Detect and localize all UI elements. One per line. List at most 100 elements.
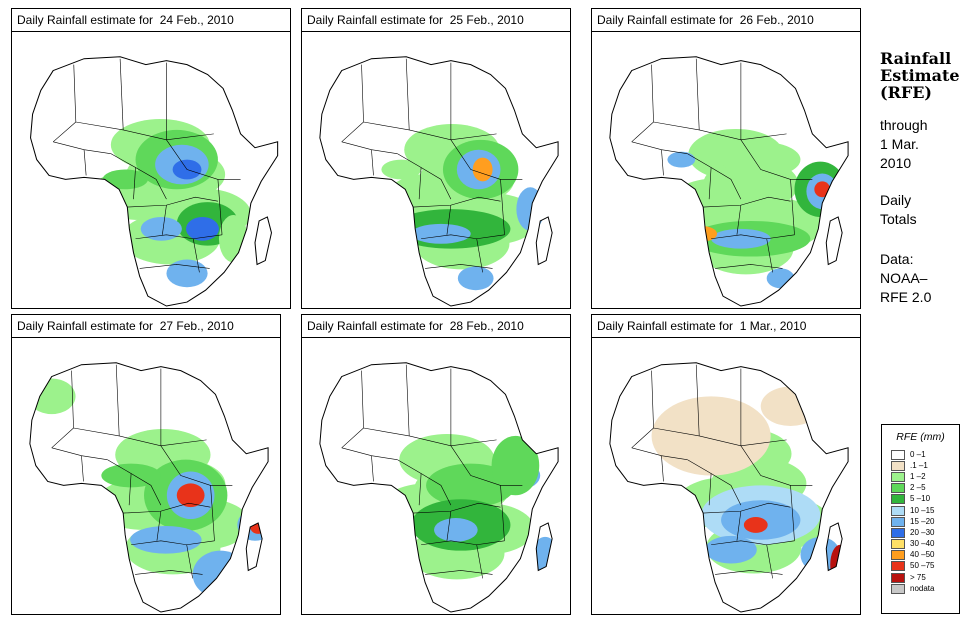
country-border	[405, 58, 410, 130]
country-border	[736, 205, 742, 235]
country-border	[128, 473, 132, 506]
rainfall-field	[379, 433, 559, 593]
country-border	[75, 121, 214, 141]
country-border	[631, 64, 654, 143]
country-border	[371, 455, 374, 482]
aggregation-note: Daily Totals	[880, 191, 917, 229]
rain-area	[176, 483, 205, 508]
rain-area	[457, 266, 494, 291]
country-border	[341, 64, 364, 143]
rainfall-map-24-feb	[12, 31, 290, 308]
madagascar-outline	[254, 216, 272, 266]
title-line: Estimate	[880, 66, 960, 85]
rainfall-map-1-mar	[592, 337, 860, 614]
madagascar-outline	[245, 522, 263, 572]
date-line: 1 Mar.	[880, 136, 919, 152]
country-border	[160, 445, 233, 486]
legend-swatch	[891, 550, 905, 561]
country-border	[450, 445, 523, 486]
legend-item: 40 –50	[882, 550, 959, 561]
country-border	[631, 370, 654, 449]
rain-area	[529, 536, 559, 593]
country-border	[413, 196, 501, 208]
figure-title: Rainfall Estimate (RFE)	[880, 50, 964, 101]
legend-swatch	[891, 539, 905, 550]
country-border	[156, 511, 162, 541]
country-border	[131, 540, 215, 546]
rainfall-map-27-feb	[12, 337, 280, 614]
country-border	[421, 234, 505, 240]
legend-swatch	[891, 505, 905, 516]
africa-map	[319, 362, 559, 613]
legend-item: 15 –20	[882, 516, 959, 527]
legend-item: 2 –5	[882, 483, 959, 494]
rain-area	[186, 216, 219, 241]
country-border	[405, 364, 410, 436]
legend-label: 30 –40	[910, 539, 935, 549]
legend-item: 1 –2	[882, 471, 959, 482]
madagascar-outline	[825, 522, 843, 572]
legend-label: 10 –15	[910, 505, 935, 515]
legend-item: 50 –75	[882, 561, 959, 572]
country-border	[413, 502, 501, 514]
coastline	[29, 362, 269, 613]
country-border	[363, 121, 497, 141]
country-border	[115, 364, 120, 436]
country-border	[631, 141, 688, 154]
legend-title: RFE (mm)	[896, 431, 945, 443]
legend-swatch	[891, 483, 905, 494]
legend-item: > 75	[882, 572, 959, 583]
country-border	[687, 459, 742, 506]
country-border	[52, 64, 77, 143]
rfe-panel-28-feb: Daily Rainfall estimate for 28 Feb., 201…	[301, 314, 571, 615]
country-border	[186, 544, 193, 579]
africa-map	[609, 362, 849, 613]
rfe-panel-1-mar: Daily Rainfall estimate for 1 Mar., 2010	[591, 314, 861, 615]
rainfall-map-26-feb	[592, 31, 860, 308]
africa-map	[609, 56, 849, 307]
source-line: RFE 2.0	[880, 289, 932, 305]
rain-area	[814, 181, 831, 198]
legend-swatch	[891, 527, 905, 538]
rain-area	[250, 520, 267, 534]
country-border	[711, 540, 795, 546]
country-border	[766, 544, 773, 579]
madagascar-outline	[535, 522, 553, 572]
legend-swatch	[891, 572, 905, 583]
legend-swatch	[891, 471, 905, 482]
country-border	[661, 149, 664, 176]
rain-area	[140, 216, 182, 241]
panel-title: Daily Rainfall estimate for 1 Mar., 2010	[592, 315, 860, 338]
rainfall-map-28-feb	[302, 337, 570, 614]
legend-swatch	[891, 583, 905, 594]
daily-label: Daily	[880, 192, 912, 208]
rain-area	[667, 151, 696, 168]
rain-area	[166, 259, 208, 288]
country-border	[790, 485, 795, 541]
rain-area	[705, 535, 757, 564]
country-border	[476, 238, 483, 273]
country-border	[107, 459, 162, 506]
panel-title: Daily Rainfall estimate for 24 Feb., 201…	[12, 9, 290, 32]
country-border	[123, 502, 211, 514]
country-border	[133, 167, 136, 200]
title-line: Rainfall	[880, 49, 952, 68]
rain-area	[472, 157, 493, 182]
country-border	[661, 455, 664, 482]
coastline	[319, 56, 559, 307]
country-border	[127, 196, 218, 208]
rfe-panel-27-feb: Daily Rainfall estimate for 27 Feb., 201…	[11, 314, 281, 615]
coastline	[609, 362, 849, 613]
country-border	[695, 364, 700, 436]
country-border	[210, 485, 215, 541]
legend-label: 0 –1	[910, 449, 926, 459]
legend-label: 2 –5	[910, 483, 926, 493]
legend-item: 0 –1	[882, 449, 959, 460]
rain-area	[760, 386, 821, 427]
country-border	[397, 459, 452, 506]
panel-title: Daily Rainfall estimate for 25 Feb., 201…	[302, 9, 570, 32]
coastline	[319, 362, 559, 613]
country-border	[446, 205, 452, 235]
legend-item: 10 –15	[882, 505, 959, 516]
country-border	[371, 149, 374, 176]
